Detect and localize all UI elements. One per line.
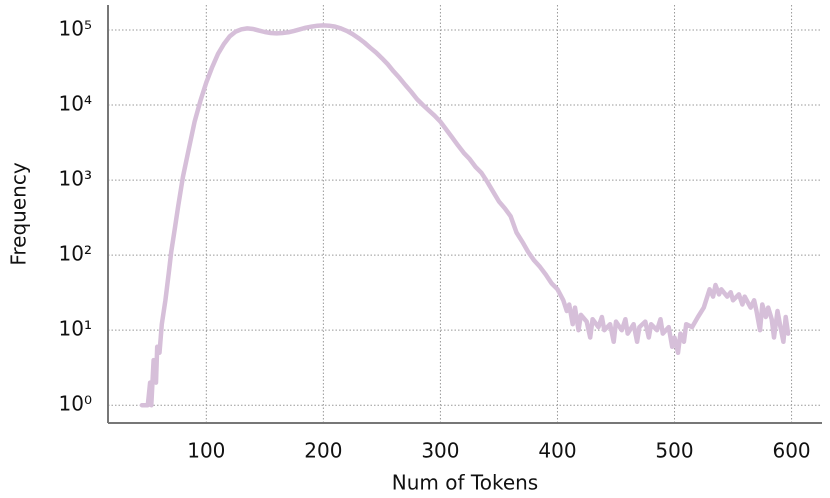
y-tick-label: 10⁵ [59, 16, 92, 40]
x-axis-label: Num of Tokens [392, 471, 538, 495]
x-tick-label: 400 [538, 439, 576, 463]
y-tick-label: 10³ [59, 167, 92, 191]
y-tick-label: 10² [59, 242, 92, 266]
y-tick-label: 10⁴ [59, 92, 92, 116]
x-tick-label: 100 [187, 439, 225, 463]
x-tick-label: 300 [421, 439, 459, 463]
line [139, 23, 791, 408]
y-tick-label: 10⁰ [59, 392, 92, 416]
x-tick-label: 200 [304, 439, 342, 463]
x-tick-label: 500 [655, 439, 693, 463]
y-axis-label: Frequency [7, 162, 31, 265]
y-tick-label: 10¹ [59, 317, 92, 341]
x-tick-label: 600 [772, 439, 810, 463]
